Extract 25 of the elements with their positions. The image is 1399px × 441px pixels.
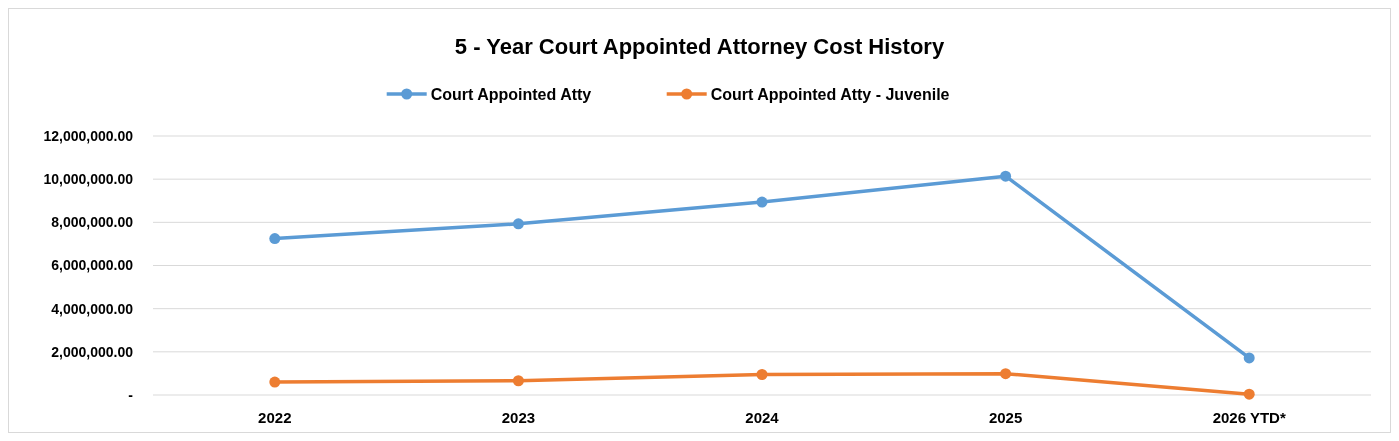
point [756,196,768,208]
point [269,376,281,388]
point [1243,352,1255,364]
x-tick-label: 2026 YTD* [1212,409,1286,426]
y-tick-label: 8,000,000.00 [51,214,134,231]
point [512,218,524,230]
legend-label: Court Appointed Atty [430,85,592,103]
x-tick-label: 2023 [501,409,536,426]
point [1000,368,1012,380]
point [269,233,281,245]
point [1243,388,1255,400]
point [1000,170,1012,182]
point [756,369,768,380]
y-tick-label: 2,000,000.00 [51,343,134,360]
point [512,375,524,387]
legend-label: Court Appointed Atty - Juvenile [710,85,950,103]
y-tick-label: 6,000,000.00 [51,257,134,274]
y-tick-label: 12,000,000.00 [43,127,134,144]
chart-title: 5 - Year Court Appointed Attorney Cost History [454,34,945,59]
y-tick-label: 4,000,000.00 [51,300,134,317]
y-tick-label: 10,000,000.00 [43,171,134,188]
x-tick-label: 2025 [988,409,1023,426]
x-tick-label: 2024 [745,409,780,426]
y-tick-label: - [128,386,134,403]
x-tick-label: 2022 [258,409,292,426]
